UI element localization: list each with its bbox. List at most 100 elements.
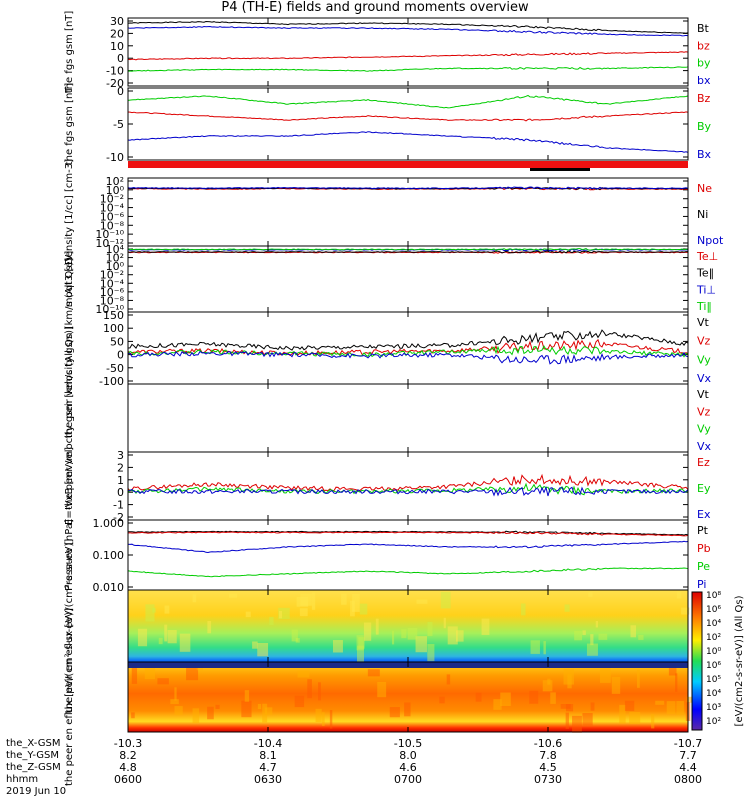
spectrogram-texture xyxy=(560,703,571,709)
ytick-label: 0 xyxy=(117,52,124,65)
spectrogram-texture xyxy=(574,630,583,641)
ytick-label: 10⁻² xyxy=(100,269,124,282)
spectrogram-texture xyxy=(377,681,387,698)
spectrogram-texture xyxy=(675,673,678,692)
spectrogram-texture xyxy=(475,692,482,702)
ylabel: moqt3 [eV] xyxy=(64,251,75,308)
ytick-label: 150 xyxy=(103,309,124,322)
series-line-Pb xyxy=(127,531,689,537)
spectrogram-texture xyxy=(404,702,411,717)
spectrogram-texture xyxy=(588,592,593,597)
ytick-label: 3 xyxy=(117,449,124,462)
spectrogram-texture xyxy=(207,706,214,720)
legend-By: By xyxy=(697,120,712,133)
xtick-label: -10.4 xyxy=(254,737,282,750)
ytick-label: 10⁻¹⁰ xyxy=(95,228,124,241)
ytick-label: -5 xyxy=(113,118,124,131)
colorbar-tick: 10⁵ xyxy=(706,675,721,685)
series-line-Ex xyxy=(127,485,689,497)
colorbar-tick: 10² xyxy=(706,633,721,643)
colorbar-tick: 10⁸ xyxy=(706,591,721,601)
date-label: 2019 Jun 10 xyxy=(6,786,67,797)
spectrogram-texture xyxy=(416,599,428,604)
plot-title: P4 (TH-E) fields and ground moments over… xyxy=(221,0,529,15)
legend-Vx: Vx xyxy=(697,440,712,453)
footer-value: 8.2 xyxy=(119,749,137,762)
spectrogram-texture xyxy=(321,712,325,726)
panel-frame xyxy=(127,87,689,161)
footer-label-x: the_X-GSM xyxy=(6,738,61,749)
spectrogram-texture xyxy=(367,669,380,677)
colorbar-label: [eV/(cm2-s-sr-eV)] (All Qs) xyxy=(734,595,745,726)
spectrogram-texture xyxy=(179,633,191,652)
spectrogram-texture xyxy=(676,700,684,715)
colorbar-gradient xyxy=(691,591,703,731)
colorbar-tick: 10⁶ xyxy=(706,605,721,615)
series-line-Ez xyxy=(127,473,689,492)
spectrogram-texture xyxy=(332,640,343,653)
spectrogram-texture xyxy=(481,618,490,635)
legend-Ti‖: Ti‖ xyxy=(696,300,712,313)
spectrogram-texture xyxy=(144,664,156,680)
legend-Bz: Bz xyxy=(697,92,711,105)
spectrogram-texture xyxy=(269,616,274,625)
ytick-label: 10⁻⁸ xyxy=(100,294,125,307)
spectrogram-texture xyxy=(550,692,556,704)
spectrogram-texture xyxy=(427,644,435,662)
legend-Ti⊥: Ti⊥ xyxy=(696,283,716,296)
xtick-label: -10.7 xyxy=(674,737,702,750)
ytick-label: 0.100 xyxy=(93,549,125,562)
footer-value: 4.6 xyxy=(399,761,417,774)
spectrogram-texture xyxy=(542,680,553,692)
footer-value: 8.0 xyxy=(399,749,417,762)
spectrogram-texture xyxy=(318,682,321,701)
panel-fgs-gsm-zoom: 0 -5 -10 the fgs gsm [nT] Bz By Bx xyxy=(64,83,712,166)
ylabel: Density [1/cc] [cm-3] xyxy=(64,159,75,265)
series-line-Pi xyxy=(127,540,689,554)
spectrogram-texture xyxy=(655,700,665,705)
series-line-Vt xyxy=(127,329,689,351)
legend-Pi: Pi xyxy=(697,578,706,591)
spectrogram-texture xyxy=(500,692,511,707)
spectrogram-texture xyxy=(131,712,135,719)
series-line-by xyxy=(127,66,689,72)
spectrogram-texture xyxy=(137,628,148,647)
spectrogram-texture xyxy=(164,605,170,614)
spectrogram-texture xyxy=(530,640,540,654)
spectrogram-texture xyxy=(563,668,574,685)
footer-value: 4.4 xyxy=(679,761,697,774)
legend-Ni: Ni xyxy=(697,208,708,221)
spectrogram-texture xyxy=(624,700,635,711)
spectrogram-texture xyxy=(565,712,569,729)
ytick-label: 100 xyxy=(103,322,124,335)
spectrogram-texture xyxy=(590,702,595,711)
spectrogram-image xyxy=(128,590,688,662)
footer-value: 4.8 xyxy=(119,761,137,774)
ytick-label: 10⁰ xyxy=(106,260,125,273)
spectrogram-texture xyxy=(297,670,310,678)
spectrogram-texture xyxy=(446,674,451,685)
spectrogram-texture xyxy=(619,704,626,724)
spectrogram-texture xyxy=(440,591,451,609)
legend-by: by xyxy=(697,57,711,70)
ytick-label: 10⁻⁴ xyxy=(100,202,125,215)
colorbar-tick: 10⁰ xyxy=(706,647,721,657)
footer-value: 7.7 xyxy=(679,749,697,762)
series-line-Te‖ xyxy=(127,250,688,254)
spectrogram-texture xyxy=(582,630,586,636)
footer-value: 8.1 xyxy=(259,749,277,762)
footer-value: 4.7 xyxy=(259,761,277,774)
spectrogram-texture xyxy=(564,604,570,612)
ylabel: the fgs gsm [nT] xyxy=(64,11,75,94)
legend-Vx: Vx xyxy=(697,372,712,385)
legend-Bt: Bt xyxy=(697,22,710,35)
spectrogram-texture xyxy=(299,608,308,617)
legend-Ex: Ex xyxy=(697,508,711,521)
ytick-label: 10⁻² xyxy=(100,193,124,206)
spectrogram-texture xyxy=(363,622,372,641)
spectrogram-texture xyxy=(427,621,433,637)
series-line-Bx xyxy=(127,131,689,153)
spectrogram-image xyxy=(128,662,688,732)
ylabel: Pressure [nPa] xyxy=(64,519,75,591)
